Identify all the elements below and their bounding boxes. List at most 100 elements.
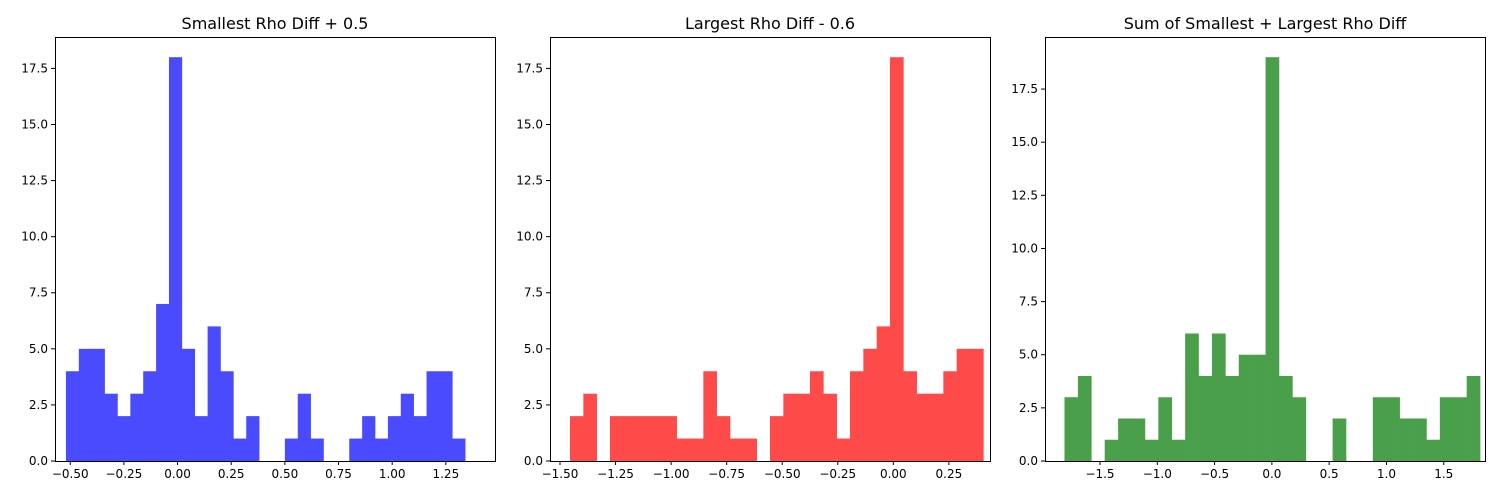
x-tick-label: 0.0	[1262, 467, 1281, 481]
histogram-bar	[810, 371, 824, 461]
y-tick-label: 17.5	[516, 61, 543, 75]
y-tick-label: 5.0	[524, 342, 543, 356]
histogram-bar	[1238, 354, 1253, 461]
histogram-bar	[143, 371, 157, 461]
histogram-bar	[362, 416, 376, 461]
x-tick-label: 0.00	[164, 467, 191, 481]
histogram-bar	[1372, 397, 1387, 461]
x-tick-label: 0.25	[218, 467, 245, 481]
x-axis-ticks: −1.5 −1.0 −0.5 0.0 0.5 1.0 1.5	[1085, 461, 1453, 481]
histogram-bar	[783, 393, 797, 461]
y-axis-ticks: 0.0 2.5 5.0 7.5 10.0 12.5 15.0 17.5	[21, 61, 55, 468]
histogram-bar	[1399, 418, 1414, 461]
histogram-bar	[1265, 57, 1280, 461]
x-tick-label: 0.00	[880, 467, 907, 481]
x-tick-label: −1.00	[653, 467, 690, 481]
histogram-bar	[117, 416, 131, 461]
histogram-panel-largest: Largest Rho Diff - 0.6 −1.50 −1.25 −1.00 −0…	[516, 14, 991, 481]
histogram-bar	[1185, 333, 1199, 461]
histogram-bar	[690, 438, 704, 461]
histogram-bar	[375, 438, 389, 461]
y-tick-label: 7.5	[29, 286, 48, 300]
x-tick-label: 1.5	[1434, 467, 1453, 481]
histogram-panel-sum: Sum of Smallest + Largest Rho Diff −1.5−…	[1011, 14, 1486, 481]
chart-title: Smallest Rho Diff + 0.5	[182, 14, 369, 33]
axes-frame	[1045, 37, 1486, 462]
x-tick-label: 1.0	[1377, 467, 1396, 481]
y-tick-label: 17.5	[21, 61, 48, 75]
y-tick-label: 5.0	[29, 342, 48, 356]
histogram-bar	[863, 348, 877, 461]
y-axis-ticks: 0.0 2.5 5.0 7.5 10.0 12.5 15.0 17.5	[1011, 82, 1045, 468]
histogram-bar	[284, 438, 299, 461]
histogram-bar	[297, 393, 311, 461]
x-tick-label: −0.50	[52, 467, 89, 481]
x-tick-label: 0.5	[1320, 467, 1339, 481]
x-tick-label: −0.25	[819, 467, 856, 481]
histogram-bar	[770, 416, 784, 461]
histogram-bar	[233, 438, 247, 461]
histogram-bar	[65, 371, 80, 461]
x-tick-label: 1.00	[379, 467, 406, 481]
x-tick-label: −1.5	[1085, 467, 1114, 481]
histogram-bar	[78, 348, 92, 461]
histogram-bar	[730, 438, 744, 461]
bars	[570, 57, 984, 461]
y-tick-label: 12.5	[21, 174, 48, 188]
histogram-bar	[943, 371, 957, 461]
histogram-bar	[823, 393, 837, 461]
y-tick-label: 10.0	[1011, 241, 1038, 255]
histogram-bar	[1064, 397, 1079, 461]
histogram-bar	[413, 416, 427, 461]
x-tick-label: −1.0	[1143, 467, 1172, 481]
histogram-bar	[636, 416, 651, 461]
y-tick-label: 7.5	[524, 286, 543, 300]
y-tick-label: 2.5	[1019, 401, 1038, 415]
histogram-bar	[703, 371, 717, 461]
histogram-bar	[663, 416, 677, 461]
histogram-bar	[676, 438, 691, 461]
x-tick-label: 0.50	[272, 467, 299, 481]
histogram-bar	[1144, 439, 1159, 461]
histogram-bar	[207, 326, 221, 461]
histogram-bar	[716, 416, 731, 461]
histogram-bar	[1118, 418, 1132, 461]
y-tick-label: 10.0	[21, 230, 48, 244]
y-tick-label: 2.5	[29, 398, 48, 412]
histogram-bar	[91, 348, 105, 461]
histogram-bar	[439, 371, 453, 461]
bars	[1064, 57, 1481, 461]
histogram-bar	[104, 393, 118, 461]
histogram-panel-smallest: Smallest Rho Diff + 0.5 −0.50 −0.25 0.00 0.…	[21, 14, 496, 481]
histogram-bar	[194, 416, 208, 461]
histogram-bar	[168, 57, 183, 461]
x-tick-label: −1.25	[597, 467, 634, 481]
histogram-bar	[310, 438, 324, 461]
histogram-bar	[583, 393, 597, 461]
axes-frame	[550, 37, 991, 462]
x-tick-label: −0.25	[106, 467, 143, 481]
y-tick-label: 12.5	[516, 174, 543, 188]
histogram-bar	[1413, 418, 1427, 461]
y-tick-label: 0.0	[29, 454, 48, 468]
histogram-bar	[610, 416, 624, 461]
histogram-bar	[349, 438, 363, 461]
bars	[65, 57, 466, 461]
histogram-bar	[1439, 397, 1454, 461]
histogram-bar	[1077, 375, 1092, 461]
axes-frame	[55, 37, 496, 462]
histogram-bar	[623, 416, 637, 461]
x-tick-label: −0.75	[708, 467, 745, 481]
histogram-bar	[400, 393, 414, 461]
histogram-bar	[452, 438, 466, 461]
histogram-bar	[916, 393, 931, 461]
histogram-bar	[1211, 333, 1226, 461]
x-axis-ticks: −1.50 −1.25 −1.00 −0.75 −0.50 −0.25 0.00 0.25	[542, 461, 962, 481]
histogram-bar	[1278, 375, 1293, 461]
histogram-bar	[1198, 375, 1213, 461]
histogram-bar	[970, 348, 984, 461]
histogram-bar	[1453, 397, 1467, 461]
x-tick-label: −0.5	[1200, 467, 1229, 481]
histogram-bar	[1158, 397, 1173, 461]
